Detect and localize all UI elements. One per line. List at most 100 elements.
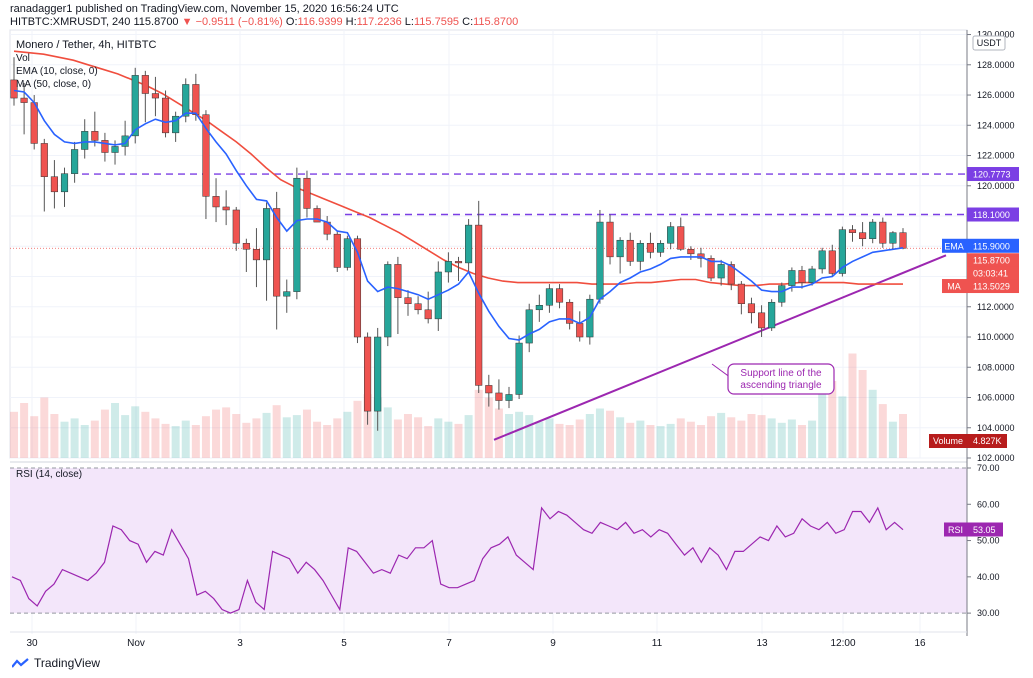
candle-body [20,97,28,103]
candle-body [111,146,119,153]
level-label-value-box [967,167,1019,182]
x-tick-label: 7 [446,638,452,649]
volume-bar [121,415,130,458]
volume-bar [565,425,574,458]
volume-bar [848,353,857,458]
candle-body [303,177,311,209]
volume-bar [414,417,423,458]
volume-bar [737,420,746,458]
volume-bar [454,423,463,458]
y-tick-label: 106.0000 [977,393,1015,403]
candle-body [465,224,473,264]
volume-bar [464,415,473,458]
x-tick-label: 9 [550,638,556,649]
level-label-value: 118.1000 [973,210,1010,220]
volume-bar [444,421,453,458]
candle-body [616,239,624,258]
candle-body [525,309,533,344]
volume-bar [282,417,291,458]
volume-bar [90,420,99,458]
candle-body [737,283,745,304]
volume-bar [474,389,483,458]
candle-body [50,176,58,193]
candle-body [161,97,170,134]
ema-line [13,89,904,341]
close-value: 115.8700 [473,16,519,28]
candle-body [273,208,281,297]
volume-bar [575,419,584,458]
currency-box [972,35,1006,51]
rsi-y-tick-label: 70.00 [977,463,1000,473]
brand-label: TradingView [34,656,101,670]
ma-label-value-box [967,279,1019,294]
candle-body [879,221,887,244]
volume-bar [393,419,402,458]
candle-body [667,226,675,244]
candle-body [576,323,584,338]
candle-body [40,143,48,177]
candle-body [151,93,159,99]
candle-body [141,75,149,94]
tradingview-brand[interactable]: TradingView [12,656,100,670]
candle-body [333,233,341,268]
candle-body [596,221,604,300]
volume-bar [171,426,180,458]
volume-bar [767,418,776,458]
candlesticks [10,57,907,431]
countdown-label-value-box [967,266,1019,281]
volume-bar [252,418,261,458]
candle-body [555,288,564,303]
y-tick-label: 124.0000 [977,120,1015,130]
candle-body [343,238,351,268]
candle-body [414,303,422,311]
volume-bar [30,416,39,458]
volume-bar [555,423,564,458]
publish-info: ranadagger1 published on TradingView.com… [10,3,399,15]
low-value: 115.7595 [413,16,460,28]
candle-body [818,250,826,270]
volume-bar [838,396,847,458]
volume-bar [151,418,160,458]
volume-bar [797,425,806,458]
low-label: L: [404,16,414,28]
volume-value-box [967,434,1007,448]
support-line [493,254,947,441]
y-tick-label: 122.0000 [977,151,1015,161]
volume-bar [606,410,615,458]
volume-bar [292,415,301,458]
volume-bar [80,425,89,458]
candle-body [636,242,644,262]
countdown-label-value: 03:03:41 [973,269,1008,279]
tradingview-logo-icon [12,658,29,668]
x-tick-label: 30 [26,638,38,649]
level-label-value: 120.7773 [973,170,1011,180]
currency-label: USDT [977,38,1002,48]
volume-bar [70,418,79,458]
candle-body [808,268,816,283]
volume-bar [222,407,231,458]
x-tick-label: 11 [652,638,663,649]
legend-ema: EMA (10, close, 0) [16,66,98,77]
volume-bar [50,414,59,458]
volume-bar [232,414,241,458]
candle-body [374,336,382,412]
candle-body [131,75,139,137]
candle-body [101,140,109,153]
ema-label-value: 115.9000 [973,241,1010,251]
volume-bar [858,370,867,458]
volume-bar [333,418,342,458]
volume-bars [10,353,907,458]
annotation-line-2: ascending triangle [740,380,822,391]
x-tick-label: Nov [127,638,145,649]
candle-body [475,224,483,386]
candle-body [758,312,766,329]
volume-bar [696,425,705,458]
candle-body [899,232,907,249]
resistance-lines [10,173,967,249]
candle-body [505,394,513,401]
volume-bar [363,394,372,458]
volume-bar [717,412,726,458]
volume-bar [60,421,69,458]
